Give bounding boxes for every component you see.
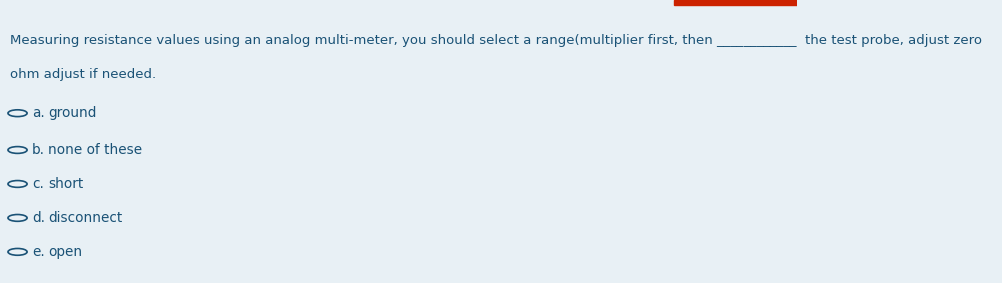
Text: ohm adjust if needed.: ohm adjust if needed. xyxy=(10,68,155,81)
Text: e.: e. xyxy=(32,245,45,259)
Text: Measuring resistance values using an analog multi-meter, you should select a ran: Measuring resistance values using an ana… xyxy=(10,34,982,47)
Text: disconnect: disconnect xyxy=(48,211,122,225)
Text: none of these: none of these xyxy=(48,143,142,157)
Text: short: short xyxy=(48,177,83,191)
Text: b.: b. xyxy=(32,143,45,157)
Text: ground: ground xyxy=(48,106,96,120)
Text: c.: c. xyxy=(32,177,44,191)
Bar xyxy=(673,0,798,5)
Text: d.: d. xyxy=(32,211,45,225)
Text: a.: a. xyxy=(32,106,45,120)
Text: open: open xyxy=(48,245,82,259)
